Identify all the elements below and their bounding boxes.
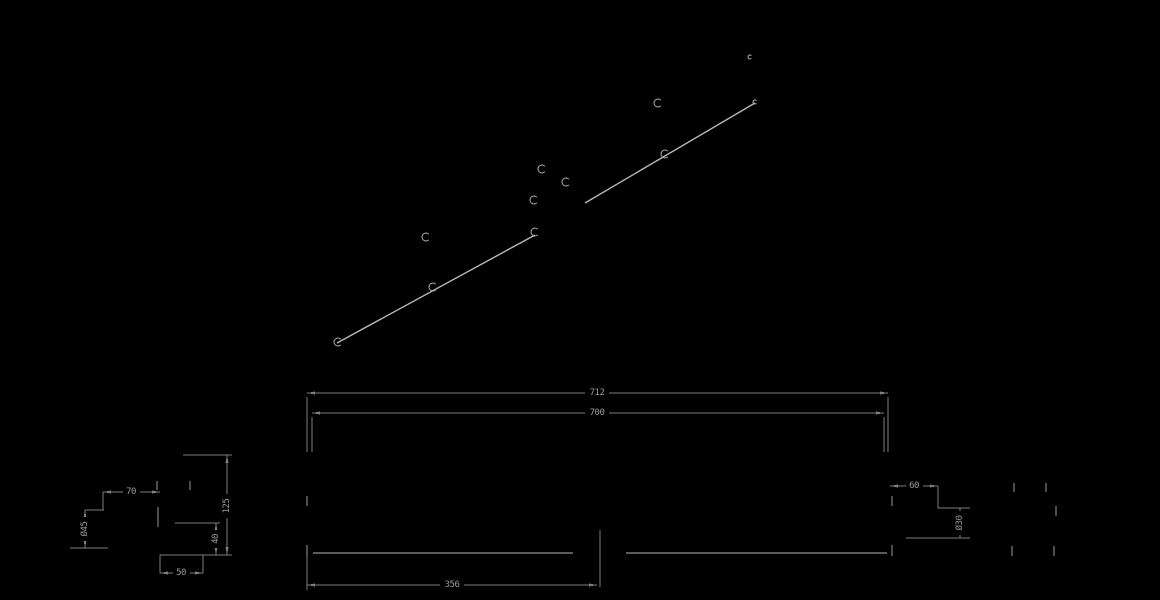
right-detail-view: 60 Ø30 (890, 481, 1057, 556)
dim-left-height: 125 (222, 455, 232, 555)
dim-60-label: 60 (909, 481, 919, 491)
dim-left-boss-diameter: Ø45 (79, 510, 90, 548)
dim-body-length: 700 (312, 408, 884, 418)
dim-700-label: 700 (590, 408, 605, 418)
left-detail-lines (70, 454, 232, 573)
dim-125-label: 125 (222, 499, 232, 514)
hole-markers (333, 54, 757, 347)
dim-70-label: 70 (126, 487, 136, 497)
hole-marker (747, 54, 752, 60)
dim-right-top-width: 60 (890, 481, 938, 491)
isometric-view (333, 54, 757, 347)
hole-marker (529, 195, 538, 205)
right-detail-lines (906, 486, 970, 539)
dim-dia45-label: Ø45 (79, 522, 90, 537)
hole-marker (530, 227, 539, 237)
left-detail-view: 70 Ø45 125 40 (70, 454, 232, 578)
hole-marker (752, 99, 757, 105)
extension-lines (306, 397, 889, 590)
dim-50-label: 50 (176, 568, 186, 578)
dim-left-lower-height: 40 (211, 523, 221, 555)
shaft-lines (336, 102, 756, 344)
shaft-edge-line (336, 234, 536, 344)
dim-40-label: 40 (211, 534, 221, 544)
dim-dia30-label: Ø30 (954, 516, 965, 531)
left-body-ticks (156, 481, 191, 527)
dim-left-base-width: 50 (160, 568, 203, 578)
hole-marker (421, 232, 430, 242)
dim-left-top-width: 70 (103, 487, 160, 497)
hole-marker (561, 177, 570, 187)
dim-712-label: 712 (590, 388, 605, 398)
right-body-ticks (1011, 483, 1057, 556)
hole-marker (653, 98, 662, 108)
shaft-edge-line (584, 102, 756, 204)
front-view: 712 700 356 (306, 388, 893, 590)
dim-center-distance: 356 (307, 580, 597, 590)
hole-marker (428, 282, 437, 292)
dim-356-label: 356 (445, 580, 460, 590)
dim-right-boss-diameter: Ø30 (954, 508, 965, 538)
dim-overall-length: 712 (307, 388, 888, 398)
hole-marker (537, 164, 546, 174)
hole-marker (333, 337, 342, 347)
hole-marker (660, 149, 669, 159)
body-ticks (306, 496, 893, 556)
